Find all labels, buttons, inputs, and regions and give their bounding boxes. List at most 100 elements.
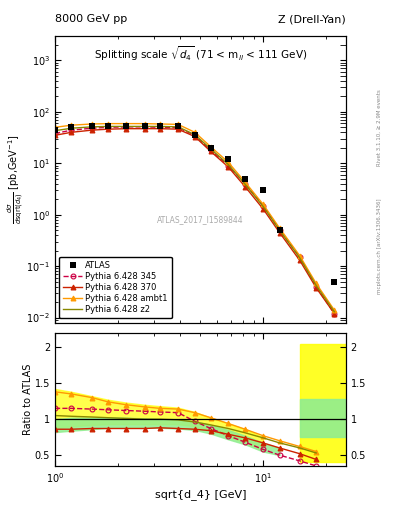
ATLAS bbox=[193, 132, 197, 138]
Pythia 6.428 z2 bbox=[193, 132, 197, 138]
Pythia 6.428 z2 bbox=[261, 203, 265, 209]
Pythia 6.428 ambt1 bbox=[142, 120, 147, 126]
Pythia 6.428 ambt1 bbox=[106, 120, 110, 126]
Pythia 6.428 ambt1 bbox=[89, 121, 94, 127]
Pythia 6.428 370 bbox=[176, 126, 180, 132]
Pythia 6.428 345 bbox=[261, 203, 265, 209]
Line: Pythia 6.428 z2: Pythia 6.428 z2 bbox=[55, 126, 334, 312]
Pythia 6.428 z2 bbox=[53, 127, 57, 134]
Text: Z (Drell-Yan): Z (Drell-Yan) bbox=[278, 14, 346, 25]
ATLAS bbox=[261, 187, 265, 193]
Text: mcplots.cern.ch [arXiv:1306.3436]: mcplots.cern.ch [arXiv:1306.3436] bbox=[377, 198, 382, 293]
Bar bbox=[300, 399, 346, 437]
ATLAS bbox=[124, 122, 129, 129]
Y-axis label: $\frac{d\sigma}{d\mathrm{sqrt}(d_4)}$ [pb,GeV$^{-1}$]: $\frac{d\sigma}{d\mathrm{sqrt}(d_4)}$ [p… bbox=[5, 134, 25, 224]
Pythia 6.428 345 bbox=[298, 254, 302, 260]
ATLAS bbox=[106, 123, 110, 129]
Pythia 6.428 ambt1 bbox=[243, 179, 248, 185]
Pythia 6.428 370 bbox=[208, 148, 213, 155]
Text: ATLAS_2017_I1589844: ATLAS_2017_I1589844 bbox=[157, 215, 244, 224]
ATLAS bbox=[142, 122, 147, 129]
Pythia 6.428 ambt1 bbox=[69, 122, 74, 128]
Pythia 6.428 z2 bbox=[69, 125, 74, 131]
Pythia 6.428 345 bbox=[208, 147, 213, 153]
Pythia 6.428 370 bbox=[332, 310, 337, 316]
Y-axis label: Ratio to ATLAS: Ratio to ATLAS bbox=[24, 364, 33, 435]
Pythia 6.428 z2 bbox=[158, 123, 162, 130]
Pythia 6.428 345 bbox=[158, 124, 162, 131]
X-axis label: sqrt{d_4} [GeV]: sqrt{d_4} [GeV] bbox=[155, 489, 246, 500]
Pythia 6.428 370 bbox=[298, 257, 302, 263]
Pythia 6.428 370 bbox=[142, 125, 147, 132]
Pythia 6.428 345 bbox=[243, 181, 248, 187]
Pythia 6.428 370 bbox=[106, 126, 110, 132]
Pythia 6.428 345 bbox=[314, 284, 318, 290]
ATLAS bbox=[53, 126, 57, 133]
Pythia 6.428 370 bbox=[314, 285, 318, 291]
Pythia 6.428 z2 bbox=[176, 124, 180, 130]
Pythia 6.428 z2 bbox=[106, 123, 110, 130]
ATLAS bbox=[158, 123, 162, 129]
ATLAS bbox=[89, 123, 94, 130]
Line: Pythia 6.428 370: Pythia 6.428 370 bbox=[53, 126, 337, 316]
Pythia 6.428 z2 bbox=[226, 161, 231, 167]
Pythia 6.428 ambt1 bbox=[261, 201, 265, 207]
Pythia 6.428 z2 bbox=[142, 123, 147, 130]
Pythia 6.428 ambt1 bbox=[53, 124, 57, 131]
Pythia 6.428 345 bbox=[332, 310, 337, 316]
Pythia 6.428 345 bbox=[69, 127, 74, 133]
ATLAS bbox=[243, 176, 248, 182]
Pythia 6.428 345 bbox=[124, 124, 129, 130]
Pythia 6.428 ambt1 bbox=[208, 143, 213, 150]
Pythia 6.428 ambt1 bbox=[226, 159, 231, 165]
Pythia 6.428 370 bbox=[226, 164, 231, 170]
Pythia 6.428 345 bbox=[193, 132, 197, 138]
Pythia 6.428 370 bbox=[158, 125, 162, 132]
Pythia 6.428 370 bbox=[89, 127, 94, 133]
Pythia 6.428 z2 bbox=[89, 124, 94, 130]
Pythia 6.428 370 bbox=[193, 134, 197, 140]
Pythia 6.428 z2 bbox=[124, 123, 129, 130]
Pythia 6.428 ambt1 bbox=[193, 129, 197, 135]
Legend: ATLAS, Pythia 6.428 345, Pythia 6.428 370, Pythia 6.428 ambt1, Pythia 6.428 z2: ATLAS, Pythia 6.428 345, Pythia 6.428 37… bbox=[59, 257, 172, 318]
ATLAS bbox=[332, 279, 337, 285]
Text: 8000 GeV pp: 8000 GeV pp bbox=[55, 14, 127, 25]
Pythia 6.428 345 bbox=[176, 125, 180, 131]
Pythia 6.428 ambt1 bbox=[332, 307, 337, 313]
ATLAS bbox=[226, 156, 231, 162]
ATLAS bbox=[69, 124, 74, 131]
Pythia 6.428 z2 bbox=[243, 181, 248, 187]
Pythia 6.428 370 bbox=[124, 125, 129, 132]
Pythia 6.428 345 bbox=[89, 125, 94, 131]
Text: Rivet 3.1.10, ≥ 2.9M events: Rivet 3.1.10, ≥ 2.9M events bbox=[377, 90, 382, 166]
Pythia 6.428 ambt1 bbox=[298, 252, 302, 259]
Pythia 6.428 370 bbox=[53, 132, 57, 138]
ATLAS bbox=[208, 145, 213, 151]
Pythia 6.428 z2 bbox=[298, 255, 302, 261]
Pythia 6.428 345 bbox=[142, 124, 147, 130]
Line: ATLAS: ATLAS bbox=[52, 122, 338, 285]
Pythia 6.428 345 bbox=[226, 162, 231, 168]
Pythia 6.428 370 bbox=[69, 129, 74, 135]
Pythia 6.428 ambt1 bbox=[176, 121, 180, 127]
Pythia 6.428 345 bbox=[53, 131, 57, 137]
Pythia 6.428 345 bbox=[277, 227, 282, 233]
Line: Pythia 6.428 ambt1: Pythia 6.428 ambt1 bbox=[53, 121, 337, 312]
Pythia 6.428 ambt1 bbox=[314, 281, 318, 287]
Pythia 6.428 z2 bbox=[277, 227, 282, 233]
Pythia 6.428 370 bbox=[261, 206, 265, 212]
Pythia 6.428 ambt1 bbox=[158, 121, 162, 127]
Pythia 6.428 ambt1 bbox=[124, 120, 129, 126]
Text: Splitting scale $\sqrt{d_4}$ (71 < m$_{ll}$ < 111 GeV): Splitting scale $\sqrt{d_4}$ (71 < m$_{l… bbox=[94, 45, 307, 63]
Pythia 6.428 370 bbox=[277, 229, 282, 236]
Pythia 6.428 z2 bbox=[332, 309, 337, 315]
Line: Pythia 6.428 345: Pythia 6.428 345 bbox=[53, 124, 337, 316]
Pythia 6.428 345 bbox=[106, 124, 110, 131]
ATLAS bbox=[176, 123, 180, 130]
Pythia 6.428 z2 bbox=[208, 146, 213, 152]
ATLAS bbox=[277, 227, 282, 233]
Pythia 6.428 370 bbox=[243, 184, 248, 190]
Pythia 6.428 z2 bbox=[314, 283, 318, 289]
Pythia 6.428 ambt1 bbox=[277, 225, 282, 231]
Bar bbox=[300, 344, 346, 462]
